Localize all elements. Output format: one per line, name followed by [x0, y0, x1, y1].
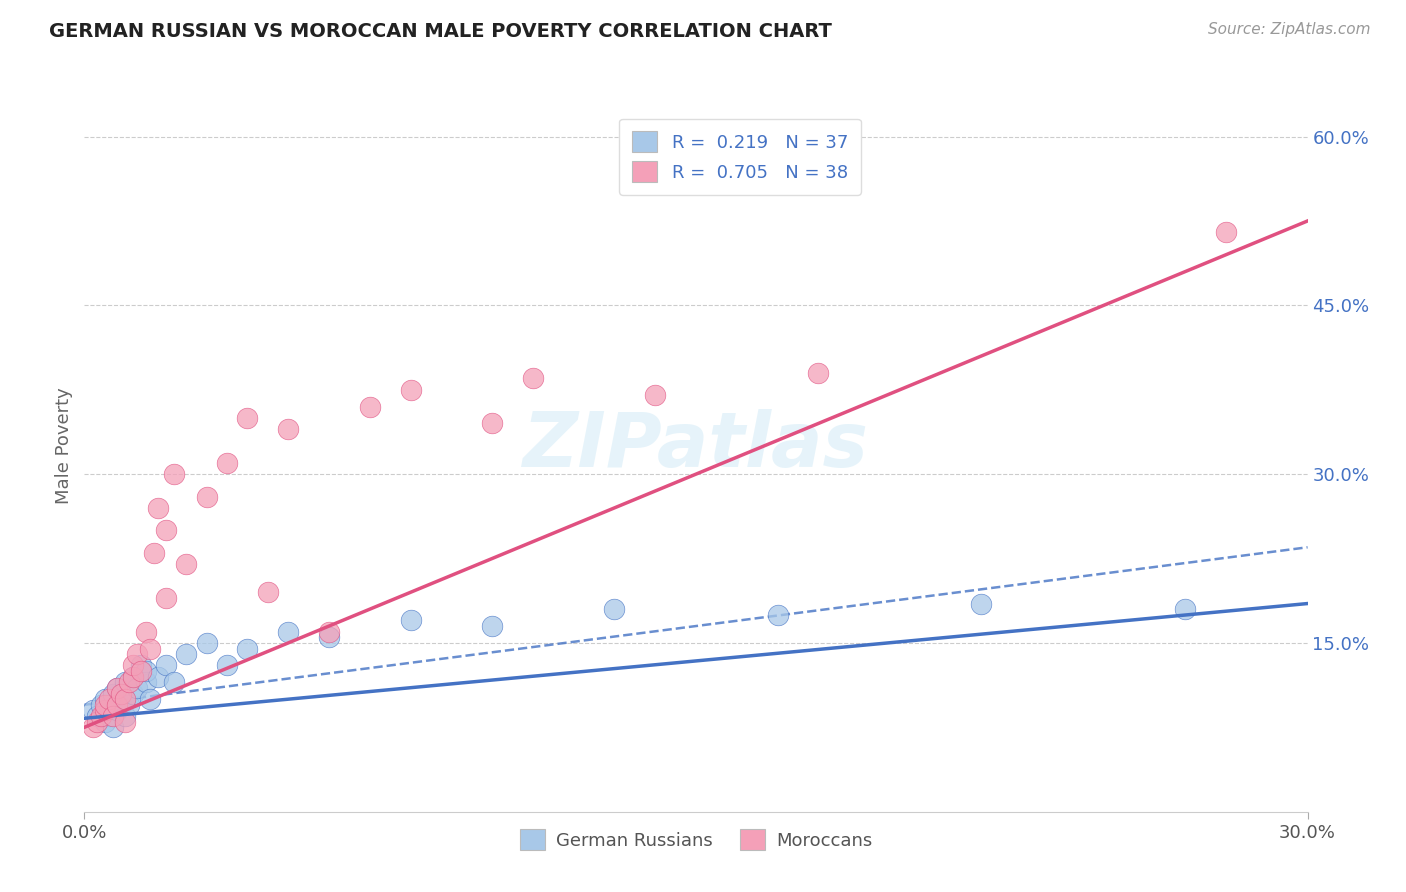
- Point: [86, 709, 108, 723]
- Point: [93, 714, 115, 729]
- Point: [155, 658, 177, 673]
- Point: [90, 698, 112, 712]
- Point: [122, 687, 145, 701]
- Point: [105, 681, 128, 695]
- Point: [163, 675, 186, 690]
- Point: [110, 698, 132, 712]
- Text: Source: ZipAtlas.com: Source: ZipAtlas.com: [1208, 22, 1371, 37]
- Point: [114, 714, 136, 729]
- Point: [114, 692, 136, 706]
- Point: [481, 417, 503, 431]
- Point: [118, 675, 141, 690]
- Point: [277, 624, 299, 639]
- Y-axis label: Male Poverty: Male Poverty: [55, 388, 73, 504]
- Legend: German Russians, Moroccans: German Russians, Moroccans: [513, 822, 879, 857]
- Point: [399, 614, 422, 628]
- Point: [114, 709, 136, 723]
- Point: [807, 366, 830, 380]
- Point: [86, 714, 108, 729]
- Point: [174, 557, 197, 571]
- Point: [195, 636, 218, 650]
- Point: [97, 709, 120, 723]
- Point: [93, 698, 115, 712]
- Point: [481, 619, 503, 633]
- Point: [82, 703, 104, 717]
- Point: [122, 658, 145, 673]
- Point: [155, 591, 177, 605]
- Point: [359, 400, 381, 414]
- Point: [236, 410, 259, 425]
- Point: [217, 658, 239, 673]
- Point: [93, 703, 115, 717]
- Point: [1215, 225, 1237, 239]
- Point: [127, 681, 149, 695]
- Point: [105, 681, 128, 695]
- Point: [131, 658, 153, 673]
- Point: [122, 670, 145, 684]
- Point: [114, 675, 136, 690]
- Point: [146, 500, 169, 515]
- Point: [110, 687, 132, 701]
- Point: [118, 698, 141, 712]
- Point: [603, 602, 626, 616]
- Point: [105, 703, 128, 717]
- Point: [236, 641, 259, 656]
- Point: [138, 692, 160, 706]
- Point: [101, 687, 124, 701]
- Point: [1174, 602, 1197, 616]
- Point: [399, 383, 422, 397]
- Point: [105, 698, 128, 712]
- Point: [101, 709, 124, 723]
- Point: [644, 388, 666, 402]
- Point: [217, 456, 239, 470]
- Point: [522, 371, 544, 385]
- Point: [146, 670, 169, 684]
- Point: [90, 709, 112, 723]
- Point: [277, 422, 299, 436]
- Point: [135, 675, 157, 690]
- Point: [101, 720, 124, 734]
- Point: [97, 692, 120, 706]
- Text: GERMAN RUSSIAN VS MOROCCAN MALE POVERTY CORRELATION CHART: GERMAN RUSSIAN VS MOROCCAN MALE POVERTY …: [49, 22, 832, 41]
- Point: [195, 490, 218, 504]
- Point: [970, 597, 993, 611]
- Point: [114, 692, 136, 706]
- Text: ZIPatlas: ZIPatlas: [523, 409, 869, 483]
- Point: [174, 647, 197, 661]
- Point: [131, 664, 153, 678]
- Point: [155, 524, 177, 538]
- Point: [127, 647, 149, 661]
- Point: [122, 670, 145, 684]
- Point: [163, 467, 186, 482]
- Point: [766, 607, 789, 622]
- Point: [318, 624, 340, 639]
- Point: [135, 664, 157, 678]
- Point: [93, 692, 115, 706]
- Point: [318, 630, 340, 644]
- Point: [257, 585, 280, 599]
- Point: [135, 624, 157, 639]
- Point: [138, 641, 160, 656]
- Point: [142, 546, 165, 560]
- Point: [82, 720, 104, 734]
